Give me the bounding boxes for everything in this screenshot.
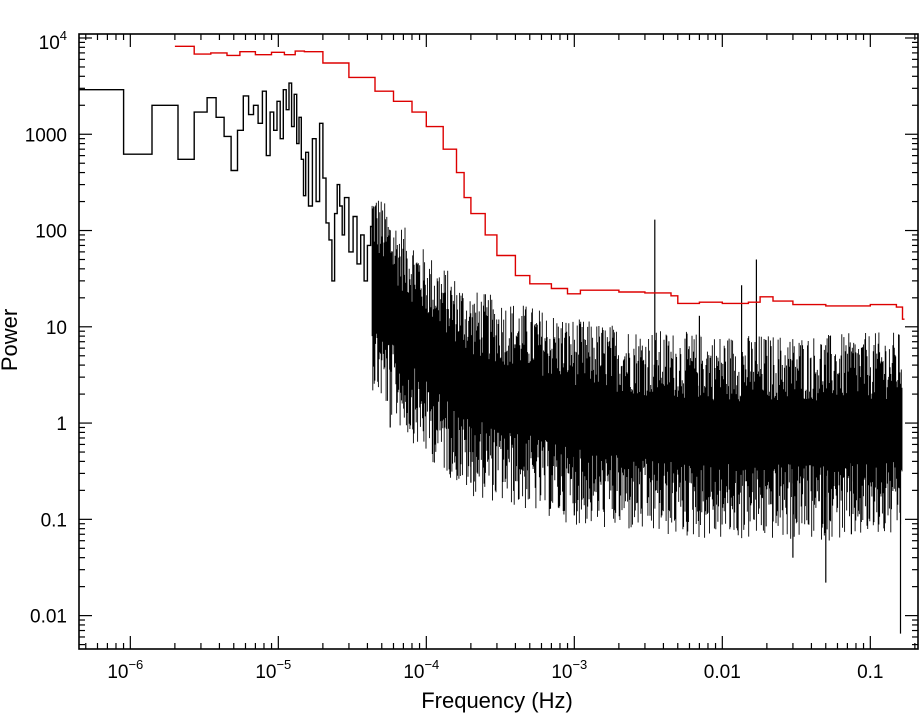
y-tick-label-1: 0.1 <box>41 510 67 531</box>
x-tick-label-1: 10−5 <box>255 657 291 683</box>
y-axis-title: Power <box>0 309 22 371</box>
x-tick-label-3: 10−3 <box>551 657 587 683</box>
axis-layer: 10−6 10−5 10−4 10−3 0.01 0.1 0.01 0.1 1 10 100 1000… <box>25 28 918 683</box>
x-tick-label-2: 10−4 <box>403 657 439 683</box>
y-tick-label-4: 100 <box>35 222 67 243</box>
series-0-line <box>79 82 373 282</box>
series-2-line <box>174 45 905 320</box>
x-axis-title: Frequency (Hz) <box>421 688 573 713</box>
y-tick-label-0: 0.01 <box>30 607 67 628</box>
series-layer <box>78 45 905 634</box>
y-tick-label-5: 1000 <box>25 125 67 146</box>
x-tick-label-0: 10−6 <box>107 657 143 683</box>
series-1-noise <box>371 200 903 541</box>
series-1 <box>371 200 903 634</box>
series-2 <box>174 45 905 320</box>
series-0 <box>78 82 373 282</box>
x-tick-label-5: 0.1 <box>857 662 883 683</box>
x-tick-label-4: 0.01 <box>704 662 741 683</box>
y-tick-label-6: 104 <box>39 28 67 54</box>
y-tick-label-2: 1 <box>56 414 67 435</box>
y-tick-label-3: 10 <box>46 318 67 339</box>
